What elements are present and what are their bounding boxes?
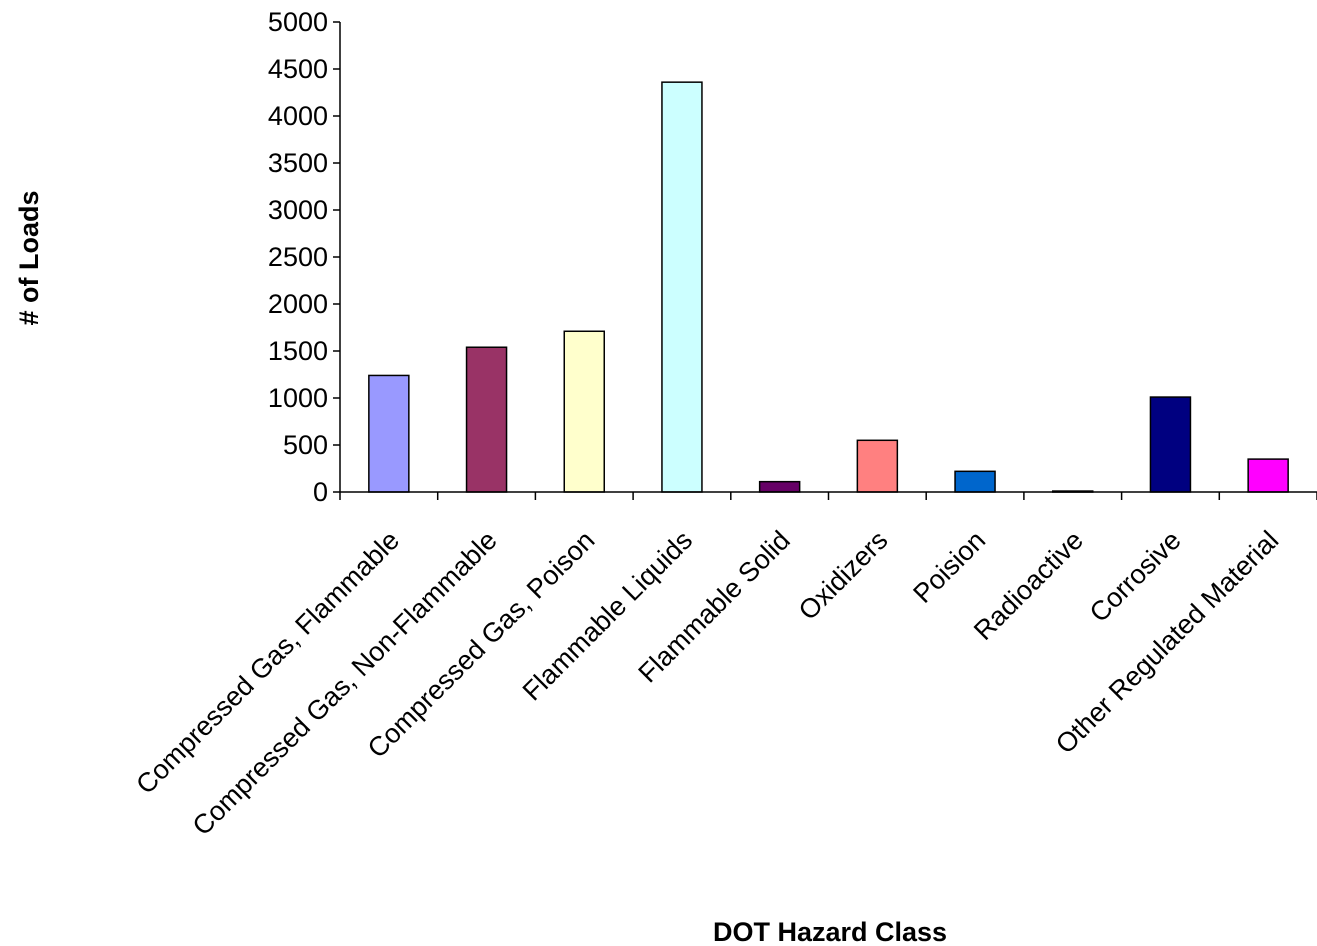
x-tick-label: Poision bbox=[907, 525, 991, 609]
bar bbox=[1247, 458, 1289, 493]
y-tick-label: 1500 bbox=[268, 336, 328, 366]
bar bbox=[661, 81, 703, 493]
y-tick-label: 4000 bbox=[268, 101, 328, 131]
bar bbox=[758, 480, 801, 493]
x-tick-label: Corrosive bbox=[1084, 525, 1187, 628]
y-tick-label: 2500 bbox=[268, 242, 328, 272]
x-tick-label: Oxidizers bbox=[793, 525, 894, 626]
y-tick-label: 3000 bbox=[268, 195, 328, 225]
bar bbox=[563, 330, 605, 493]
bars bbox=[368, 81, 1289, 493]
y-tick-label: 4500 bbox=[268, 54, 328, 84]
y-tick-label: 0 bbox=[313, 477, 328, 507]
y-ticks: 0 500 1000 1500 2000 2500 3000 3500 4000 4500 5000 bbox=[268, 7, 340, 507]
y-axis-title: # of Loads bbox=[14, 190, 44, 325]
y-tick-label: 1000 bbox=[268, 383, 328, 413]
y-tick-label: 2000 bbox=[268, 289, 328, 319]
bar bbox=[368, 374, 410, 493]
bar bbox=[465, 346, 508, 493]
y-tick-label: 3500 bbox=[268, 148, 328, 178]
y-tick-label: 5000 bbox=[268, 7, 328, 37]
bar bbox=[856, 439, 899, 493]
y-tick-label: 500 bbox=[283, 430, 328, 460]
bar bbox=[954, 470, 996, 493]
x-tick-label: Flammable Liquids bbox=[517, 525, 698, 706]
x-axis-title: DOT Hazard Class bbox=[713, 917, 947, 946]
bar bbox=[1149, 396, 1192, 493]
